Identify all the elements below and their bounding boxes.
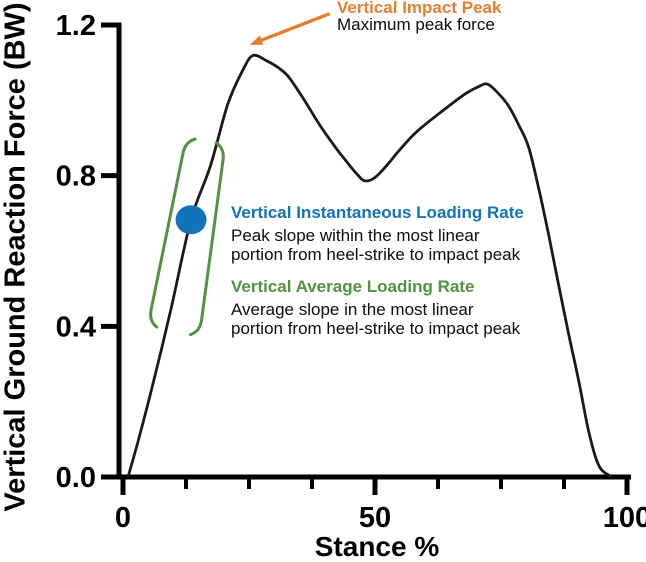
valr-block: Vertical Average Loading Rate Average sl… <box>231 277 524 338</box>
valr-bracket-left <box>149 137 197 329</box>
vilr-line2: portion from heel-strike to impact peak <box>231 245 521 264</box>
vilr-line1: Peak slope within the most linear <box>231 226 480 245</box>
impact-peak-annotation: Vertical Impact Peak Maximum peak force <box>337 0 501 33</box>
valr-title: Vertical Average Loading Rate <box>231 277 475 296</box>
grf-curve <box>126 53 613 479</box>
valr-bracket-right <box>189 141 225 337</box>
impact-peak-subtitle: Maximum peak force <box>337 15 495 34</box>
x-tick-label: 100 <box>603 502 646 534</box>
impact-peak-title: Vertical Impact Peak <box>337 0 502 17</box>
loading-rate-annotations: Vertical Instantaneous Loading Rate Peak… <box>231 203 524 338</box>
y-tick-label: 0.8 <box>56 161 96 193</box>
vilr-block: Vertical Instantaneous Loading Rate Peak… <box>231 203 524 264</box>
x-tick-label: 50 <box>359 502 391 534</box>
vilr-dot <box>175 205 207 235</box>
y-tick-label: 0.0 <box>56 462 96 494</box>
y-tick-label: 0.4 <box>56 311 96 343</box>
impact-peak-arrow-line <box>256 12 331 44</box>
x-axis-title: Stance % <box>314 531 440 562</box>
vilr-title: Vertical Instantaneous Loading Rate <box>231 203 524 222</box>
valr-line1: Average slope in the most linear <box>231 300 474 319</box>
valr-line2: portion from heel-strike to impact peak <box>231 319 521 338</box>
impact-peak-arrowhead <box>249 35 264 45</box>
x-tick-label: 0 <box>115 502 131 534</box>
y-tick-label: 1.2 <box>56 10 96 42</box>
y-axis-title: Vertical Ground Reaction Force (BW) <box>0 2 32 512</box>
